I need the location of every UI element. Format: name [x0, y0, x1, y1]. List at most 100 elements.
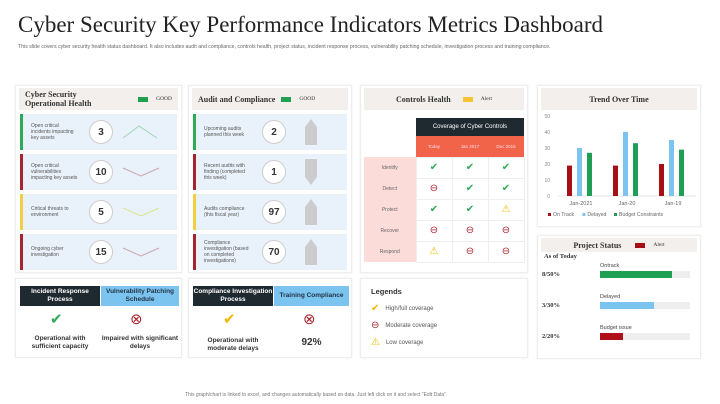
as-of-today: As of Today [544, 253, 577, 260]
y-tick-label: 10 [544, 178, 550, 184]
control-label: Protect [364, 199, 416, 220]
status-label: Alert [480, 96, 493, 102]
legend-item: High/full coverage [385, 305, 434, 312]
legend-label: Delayed [587, 212, 606, 218]
project-status-panel: Project Status Alert As of Today Ontrack 8… [537, 235, 701, 359]
status-bar [193, 154, 196, 190]
kpi-row: Open critical vulnerabilities impacting … [20, 154, 177, 190]
status-swatch [462, 96, 473, 102]
kpi-label: Recent audits with finding (completed th… [204, 163, 245, 181]
column-header: Dec 2016 [488, 136, 524, 157]
column-header: Jan 2017 [452, 136, 488, 157]
minus-circle-icon: ⊖ [487, 219, 525, 242]
arrow-up-icon [305, 119, 317, 145]
moderate-coverage-icon: ⊖ [371, 320, 380, 331]
process-panel-1: Incident Response Process Vulnerability … [15, 278, 182, 358]
kpi-row: Ongoing cyber investigation 15 [20, 234, 177, 270]
kpi-label: Upcoming audits planned this week [204, 126, 245, 138]
kpi-row: Critical threats to environment 5 [20, 194, 177, 230]
coverage-table: Today Jan 2017 Dec 2016 Identify ✔︎ ✔︎ ✔︎ Detec… [364, 136, 525, 263]
x-tick-label: Jan-2021 [570, 201, 593, 207]
check-circle-icon: ✔︎ [451, 156, 489, 179]
kpi-row: Recent audits with finding (completed th… [193, 154, 347, 190]
page-subtitle: This slide covers cyber security health … [18, 44, 551, 50]
kpi-row: Audits compliance (this fiscal year) 97 [193, 194, 347, 230]
progress-fill [600, 333, 623, 340]
x-tick-label: Jan-20 [619, 201, 636, 207]
panel-header: Audit and Compliance GOOD [192, 88, 348, 110]
kpi-value: 2 [262, 120, 286, 144]
kpi-label: Compliance investigation (based on compl… [204, 240, 249, 264]
progress-bar [600, 333, 690, 340]
legend-swatch [614, 213, 617, 216]
status-bar [193, 194, 196, 230]
y-tick-label: 20 [544, 162, 550, 168]
project-item-label: Delayed [600, 294, 621, 300]
legend-label: Budget Constraints [619, 212, 664, 218]
compliance-investigation-caption: Operational with moderate delays [207, 337, 259, 352]
project-item-value: 2/20% [542, 333, 561, 340]
kpi-label: Open critical vulnerabilities impacting … [31, 163, 78, 181]
kpi-value: 1 [262, 160, 286, 184]
legend-swatch [582, 213, 586, 216]
control-row: Detect ⊖ ✔︎ ✔︎ [364, 177, 525, 200]
high-coverage-icon: ✔︎ [371, 303, 380, 314]
column-header: Today [416, 136, 452, 157]
status-bar [20, 114, 23, 150]
kpi-label: Audits compliance (this fiscal year) [204, 206, 245, 218]
project-item-value: 3/30% [542, 302, 561, 309]
trend-down-icon [122, 247, 160, 257]
panel-header: Trend Over Time [541, 88, 697, 110]
minus-circle-icon: ⊖ [487, 240, 525, 263]
panel-title: Project Status [573, 240, 622, 250]
legends-panel: Legends ✔︎ High/full coverage ⊖ Moderate c… [360, 278, 528, 358]
trend-chart: 0 10 20 30 40 50 Jan-2021 Jan-20 Jan-19 On Track D… [544, 114, 696, 218]
status-bar [193, 114, 196, 150]
panel-header: Cyber Security Operational Health GOOD [19, 88, 178, 110]
control-label: Respond [364, 241, 416, 262]
control-label: Detect [364, 178, 416, 199]
arrow-down-icon [305, 159, 317, 185]
status-bar [20, 154, 23, 190]
x-circle-icon: ⊗ [130, 311, 143, 328]
bar-on-track [659, 164, 664, 196]
x-tick-label: Jan-19 [665, 201, 682, 207]
legend-item: Moderate coverage [385, 322, 438, 329]
control-label: Identify [364, 157, 416, 178]
arrow-up-icon [305, 239, 317, 265]
bar-delayed [577, 148, 582, 196]
kpi-label: Ongoing cyber investigation [31, 246, 64, 258]
kpi-value: 70 [262, 240, 286, 264]
control-row: Respond ⚠ ⊖ ⊖ [364, 240, 525, 263]
check-circle-icon: ✔︎ [415, 198, 453, 221]
status-swatch [281, 96, 292, 102]
progress-bar [600, 302, 690, 309]
panel-title: Audit and Compliance [198, 94, 276, 104]
bar-budget-constraints [633, 143, 638, 196]
y-tick-label: 50 [544, 114, 550, 120]
minus-circle-icon: ⊖ [451, 240, 489, 263]
bar-on-track [613, 165, 618, 196]
audit-compliance-panel: Audit and Compliance GOOD Upcoming audits… [188, 85, 352, 273]
bar-on-track [567, 165, 572, 196]
panel-header: Controls Health Alert [364, 88, 524, 110]
incident-response-caption: Operational with sufficient capacity [31, 335, 89, 350]
kpi-row: Upcoming audits planned this week 2 [193, 114, 347, 150]
arrow-up-icon [305, 199, 317, 225]
check-circle-icon: ✔︎ [451, 198, 489, 221]
bar-delayed [669, 140, 674, 196]
coverage-table-title: Coverage of Cyber Controls [416, 118, 524, 136]
legends-title: Legends [371, 287, 402, 296]
status-label: GOOD [299, 96, 316, 102]
project-item-value: 8/50% [542, 271, 561, 278]
control-row: Identify ✔︎ ✔︎ ✔︎ [364, 156, 525, 179]
x-circle-icon: ⊗ [303, 311, 316, 328]
check-circle-icon: ✔︎ [223, 311, 236, 328]
progress-fill [600, 302, 654, 309]
trend-down-icon [122, 167, 160, 177]
control-row: Protect ✔︎ ✔︎ ⚠ [364, 198, 525, 221]
panel-title: Cyber Security Operational Health [25, 90, 92, 108]
incident-response-header: Incident Response Process [20, 286, 100, 306]
panel-title: Controls Health [395, 94, 451, 104]
status-bar [20, 234, 23, 270]
